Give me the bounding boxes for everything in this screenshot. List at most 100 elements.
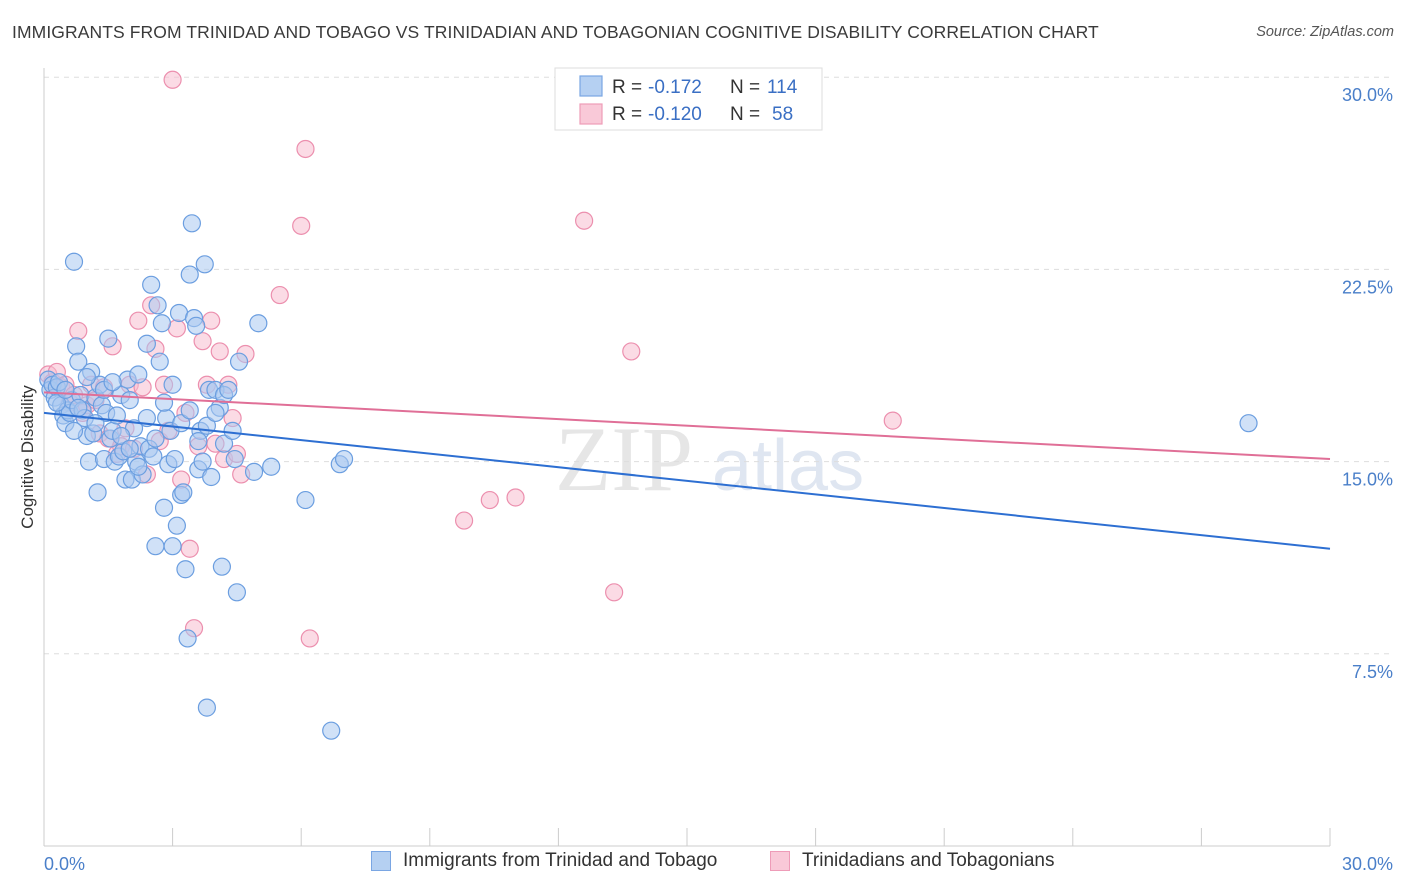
point-blue-112 — [64, 421, 84, 440]
point-blue-14 — [69, 352, 88, 371]
point-blue-107 — [189, 432, 208, 451]
point-blue-93 — [69, 398, 88, 417]
legend-swatch-blue — [579, 75, 603, 97]
point-pink-57 — [883, 411, 902, 430]
y-tick-label-2: 22.5% — [1342, 277, 1393, 297]
point-blue-42 — [129, 365, 148, 384]
point-blue-80 — [219, 380, 238, 399]
point-blue-99 — [120, 439, 139, 458]
series-trinidadians-points — [39, 70, 902, 648]
point-pink-52 — [480, 490, 499, 510]
point-blue-23 — [88, 483, 107, 502]
point-blue-62 — [174, 483, 193, 502]
point-pink-51 — [454, 511, 474, 530]
point-blue-92 — [56, 380, 75, 399]
point-blue-48 — [144, 447, 163, 466]
bottom-legend-series1: Immigrants from Trinidad and Tobago — [371, 850, 717, 872]
point-blue-98 — [112, 426, 131, 446]
point-blue-12 — [64, 252, 84, 271]
trend-line-immigrants — [43, 411, 1331, 550]
point-blue-83 — [229, 352, 249, 371]
x-ticks — [43, 828, 1331, 846]
point-pink-33 — [180, 539, 199, 558]
point-blue-13 — [67, 337, 86, 356]
point-blue-28 — [99, 329, 118, 348]
point-blue-57 — [163, 537, 182, 556]
point-blue-85 — [249, 314, 268, 333]
point-blue-58 — [165, 449, 184, 469]
legend-n-label-1: N = — [730, 77, 760, 98]
point-blue-72 — [195, 255, 214, 274]
point-blue-52 — [152, 314, 171, 333]
point-blue-100 — [129, 457, 148, 476]
point-blue-64 — [178, 629, 197, 648]
y-axis-title: Cognitive Disability — [18, 385, 37, 529]
point-pink-47 — [270, 285, 289, 305]
point-blue-73 — [197, 698, 216, 717]
point-blue-102 — [146, 429, 165, 448]
point-blue-103 — [154, 393, 174, 412]
point-blue-78 — [212, 557, 231, 576]
y-tick-label-3: 30.0% — [1342, 85, 1393, 105]
point-blue-110 — [214, 434, 234, 453]
legend-r-value-2: -0.120 — [648, 104, 702, 125]
point-blue-84 — [244, 462, 264, 481]
legend-n-label-2: N = — [730, 104, 760, 125]
point-pink-55 — [605, 583, 624, 602]
bottom-legend-label-1: Immigrants from Trinidad and Tobago — [403, 850, 718, 871]
point-pink-21 — [129, 311, 148, 330]
point-blue-111 — [223, 421, 242, 440]
legend-n-value-2: 58 — [772, 104, 793, 125]
y-tick-labels: 7.5% 15.0% 22.5% 30.0% — [1342, 85, 1393, 682]
legend-swatch-pink — [579, 103, 603, 125]
chart-title: IMMIGRANTS FROM TRINIDAD AND TOBAGO VS T… — [12, 22, 1099, 42]
point-blue-59 — [167, 516, 186, 535]
point-blue-88 — [322, 721, 341, 740]
point-blue-19 — [79, 452, 99, 471]
legend-box: R = -0.172 N = 114 R = -0.120 N = 58 — [554, 67, 823, 131]
point-blue-113 — [1239, 414, 1258, 433]
point-pink-40 — [210, 342, 229, 361]
point-pink-49 — [296, 139, 315, 159]
point-blue-104 — [163, 375, 182, 394]
point-blue-109 — [206, 403, 225, 423]
x-tick-label-max: 30.0% — [1342, 854, 1393, 874]
point-blue-75 — [202, 467, 221, 487]
legend-n-value-1: 114 — [767, 77, 798, 98]
source-label: Source: ZipAtlas.com — [1256, 24, 1394, 40]
point-pink-48 — [292, 216, 311, 235]
point-blue-106 — [180, 401, 199, 420]
point-pink-50 — [300, 629, 319, 648]
point-blue-51 — [150, 352, 169, 371]
legend-r-label-2: R = — [612, 104, 642, 125]
point-blue-90 — [334, 449, 354, 469]
point-blue-82 — [227, 583, 246, 602]
x-tick-label-min: 0.0% — [44, 854, 85, 874]
point-pink-56 — [622, 342, 641, 361]
point-blue-50 — [148, 296, 167, 315]
y-tick-label-0: 7.5% — [1352, 662, 1393, 682]
point-blue-68 — [187, 316, 206, 335]
point-pink-54 — [575, 211, 594, 230]
bottom-legend-swatch-blue — [371, 851, 391, 871]
watermark-atlas: atlas — [712, 426, 864, 506]
point-blue-94 — [77, 367, 96, 387]
bottom-legend-swatch-pink — [770, 851, 790, 871]
bottom-legend-label-2: Trinidadians and Tobagonians — [802, 850, 1055, 871]
point-pink-29 — [163, 70, 182, 89]
point-blue-71 — [193, 452, 212, 471]
point-blue-49 — [146, 537, 165, 556]
point-pink-36 — [193, 332, 212, 351]
legend-r-label-1: R = — [612, 77, 642, 98]
point-blue-97 — [103, 373, 122, 392]
point-blue-65 — [180, 265, 199, 284]
point-blue-91 — [47, 393, 66, 412]
point-blue-86 — [262, 457, 281, 476]
point-blue-101 — [137, 408, 156, 428]
point-pink-7 — [69, 321, 88, 341]
bottom-legend-series2: Trinidadians and Tobagonians — [770, 850, 1054, 872]
point-blue-63 — [176, 560, 195, 579]
point-blue-66 — [182, 214, 201, 233]
legend-r-value-1: -0.172 — [648, 77, 702, 98]
